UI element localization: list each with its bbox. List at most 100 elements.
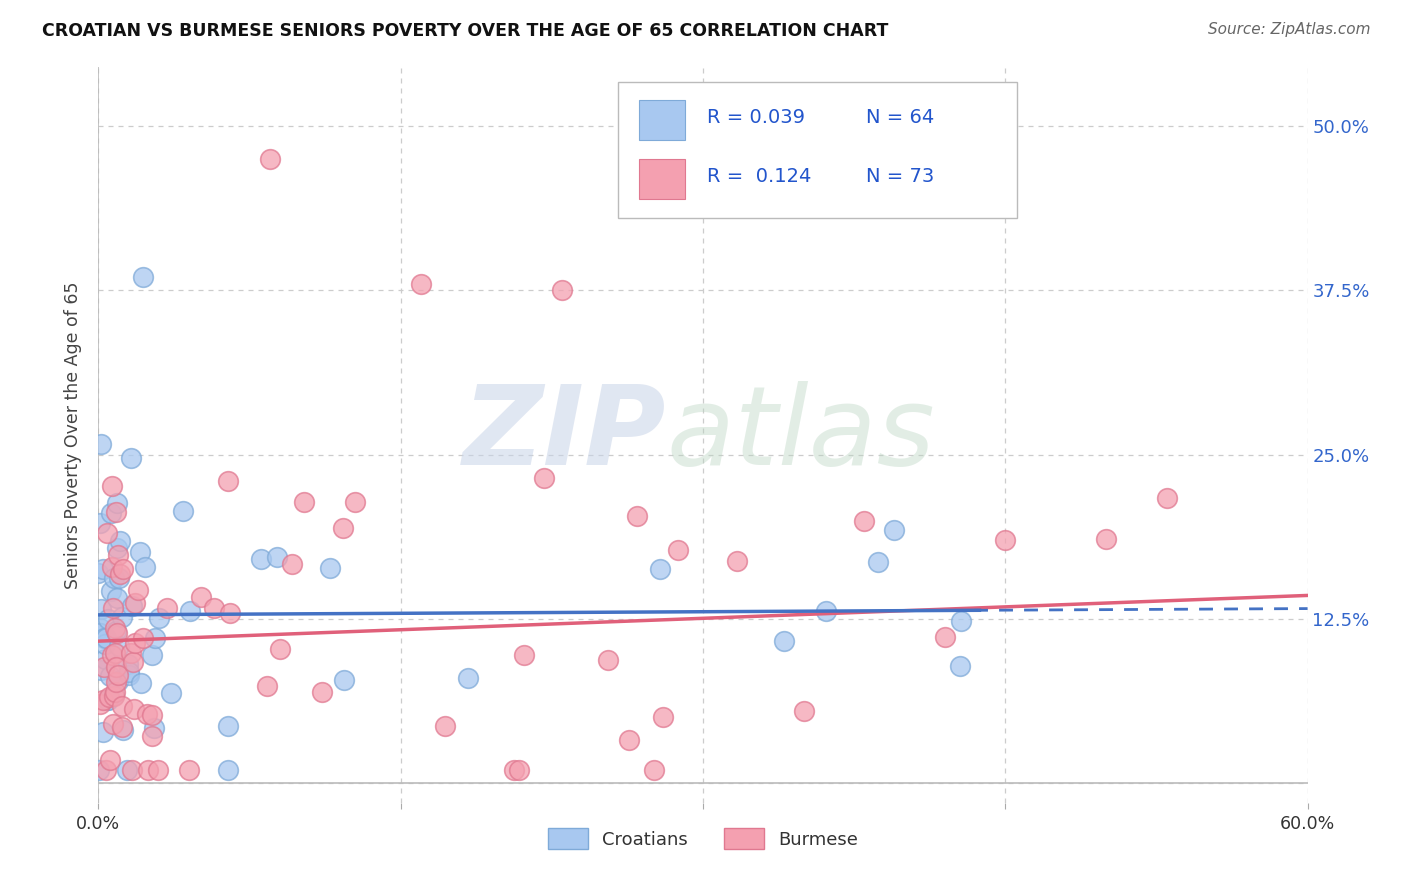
Point bbox=[89, 697, 111, 711]
FancyBboxPatch shape bbox=[619, 81, 1018, 218]
Point bbox=[160, 686, 183, 700]
Point bbox=[100, 506, 122, 520]
Point bbox=[333, 673, 356, 688]
Point bbox=[96, 693, 118, 707]
Point bbox=[108, 571, 131, 585]
Point bbox=[104, 646, 127, 660]
Point bbox=[120, 647, 142, 661]
Text: Source: ZipAtlas.com: Source: ZipAtlas.com bbox=[1208, 22, 1371, 37]
Point bbox=[259, 152, 281, 166]
Point bbox=[949, 615, 972, 629]
Point bbox=[1156, 491, 1178, 505]
Point bbox=[96, 525, 118, 540]
Point bbox=[124, 596, 146, 610]
Point bbox=[124, 636, 146, 650]
Point bbox=[107, 548, 129, 562]
Text: atlas: atlas bbox=[666, 382, 935, 488]
Point bbox=[105, 591, 128, 605]
Point bbox=[217, 719, 239, 733]
Point bbox=[97, 692, 120, 706]
Point bbox=[132, 631, 155, 645]
Point bbox=[332, 521, 354, 535]
Point bbox=[98, 690, 121, 705]
Point bbox=[108, 533, 131, 548]
Point bbox=[503, 763, 526, 777]
Point bbox=[105, 624, 128, 639]
Point bbox=[105, 660, 128, 674]
Point bbox=[949, 658, 972, 673]
Point bbox=[104, 621, 127, 635]
Point bbox=[127, 583, 149, 598]
Point bbox=[202, 600, 225, 615]
Point bbox=[91, 693, 114, 707]
Point bbox=[101, 479, 124, 493]
Point bbox=[103, 571, 125, 585]
Text: R = 0.039: R = 0.039 bbox=[707, 108, 804, 128]
Point bbox=[118, 665, 141, 679]
Point bbox=[105, 496, 128, 510]
Point bbox=[551, 283, 574, 297]
Point bbox=[104, 685, 127, 699]
Point bbox=[172, 504, 194, 518]
Point bbox=[134, 560, 156, 574]
Point bbox=[190, 590, 212, 604]
Point bbox=[94, 637, 117, 651]
Point bbox=[643, 763, 665, 777]
Point bbox=[101, 560, 124, 574]
Point bbox=[111, 698, 134, 713]
Text: N = 64: N = 64 bbox=[866, 108, 935, 128]
Point bbox=[292, 494, 315, 508]
Point bbox=[93, 631, 115, 645]
FancyBboxPatch shape bbox=[638, 100, 685, 140]
Point bbox=[103, 688, 125, 702]
Point bbox=[101, 716, 124, 731]
Y-axis label: Seniors Poverty Over the Age of 65: Seniors Poverty Over the Age of 65 bbox=[65, 281, 83, 589]
Point bbox=[111, 723, 134, 737]
Point bbox=[122, 702, 145, 716]
Point bbox=[217, 763, 239, 777]
Point bbox=[266, 549, 288, 564]
Point bbox=[156, 601, 179, 615]
Point bbox=[508, 763, 530, 777]
Text: CROATIAN VS BURMESE SENIORS POVERTY OVER THE AGE OF 65 CORRELATION CHART: CROATIAN VS BURMESE SENIORS POVERTY OVER… bbox=[42, 22, 889, 40]
Point bbox=[148, 763, 170, 777]
Point bbox=[129, 545, 152, 559]
Point bbox=[91, 725, 114, 739]
Point bbox=[103, 690, 125, 704]
Point bbox=[457, 671, 479, 685]
Point bbox=[117, 657, 139, 671]
Point bbox=[853, 514, 876, 528]
Point bbox=[868, 555, 890, 569]
Point bbox=[120, 450, 142, 465]
Point bbox=[115, 763, 138, 777]
Point bbox=[934, 630, 956, 644]
Point bbox=[344, 495, 367, 509]
Point bbox=[89, 621, 111, 635]
Point bbox=[141, 729, 163, 743]
Point bbox=[617, 732, 640, 747]
Point bbox=[143, 721, 166, 735]
Point bbox=[121, 599, 143, 614]
Point bbox=[91, 562, 114, 576]
Point bbox=[814, 604, 837, 618]
Point bbox=[250, 552, 273, 566]
Point bbox=[105, 626, 128, 640]
Point bbox=[111, 562, 134, 576]
Point bbox=[98, 753, 121, 767]
Point bbox=[98, 669, 121, 683]
Point bbox=[136, 763, 159, 777]
Point bbox=[143, 631, 166, 645]
Point bbox=[727, 554, 749, 568]
Point bbox=[93, 652, 115, 666]
Point bbox=[90, 437, 112, 451]
Point bbox=[136, 706, 159, 721]
Point bbox=[89, 626, 111, 640]
Point bbox=[122, 655, 145, 669]
Point bbox=[148, 611, 170, 625]
Point bbox=[111, 610, 134, 624]
Point bbox=[179, 763, 201, 777]
Point bbox=[883, 523, 905, 537]
Point bbox=[97, 612, 120, 626]
Point bbox=[90, 663, 112, 677]
Point bbox=[179, 604, 201, 618]
